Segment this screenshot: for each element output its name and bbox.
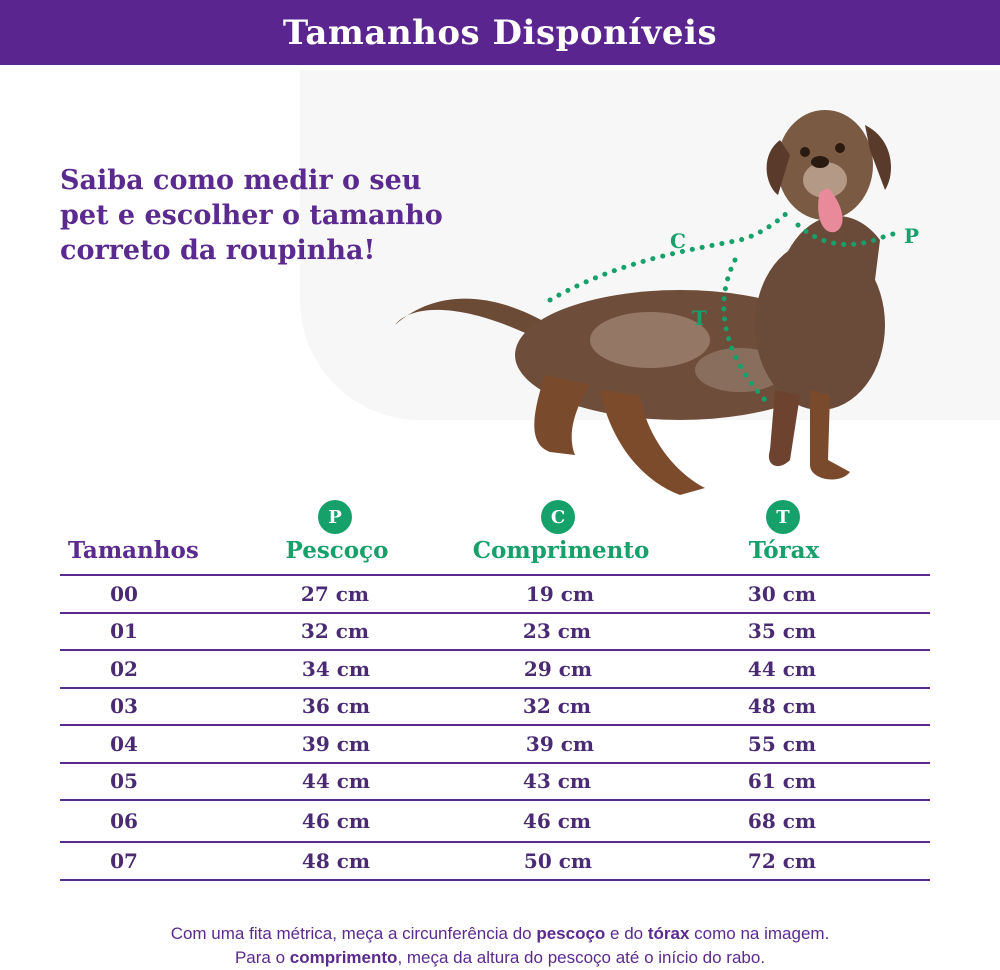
neck-cell: 34 cm [301, 656, 371, 681]
neck-cell: 36 cm [301, 694, 371, 719]
header-banner: Tamanhos Disponíveis [0, 0, 1000, 65]
table-row: 00 27 cm 19 cm 30 cm [60, 574, 930, 612]
chest-cell: 55 cm [747, 731, 817, 756]
length-badge: C [541, 500, 575, 534]
length-cell: 29 cm [523, 656, 593, 681]
instructions-bold-neck: pescoço [536, 924, 606, 943]
length-cell: 19 cm [525, 581, 595, 606]
dog-illustration: C P T [395, 110, 919, 495]
length-cell: 39 cm [525, 731, 595, 756]
length-label: C [670, 229, 686, 253]
chest-cell: 30 cm [747, 581, 817, 606]
size-cell: 02 [110, 656, 138, 681]
table-row: 06 46 cm 46 cm 68 cm [60, 799, 930, 841]
neck-cell: 46 cm [301, 809, 371, 833]
header-neck: Pescoço [285, 537, 389, 564]
length-cell: 46 cm [522, 809, 592, 833]
chest-measure-line [721, 257, 768, 403]
dog-back-leg [534, 375, 590, 455]
size-table: 00 27 cm 19 cm 30 cm 01 32 cm 23 cm 35 c… [60, 574, 930, 881]
neck-cell: 32 cm [300, 619, 370, 644]
dog-tail [395, 298, 550, 340]
dog-ear-left [766, 140, 790, 195]
neck-cell: 39 cm [301, 731, 371, 756]
instructions-bold-length: comprimento [289, 948, 398, 967]
header-length: Comprimento [472, 537, 650, 564]
instructions-line-2: Para o comprimento, meça da altura do pe… [0, 946, 1000, 970]
size-cell: 05 [110, 769, 138, 794]
table-row: 04 39 cm 39 cm 55 cm [60, 724, 930, 762]
size-cell: 03 [110, 694, 138, 719]
chest-cell: 68 cm [747, 809, 817, 833]
neck-cell: 44 cm [301, 769, 371, 794]
length-cell: 23 cm [522, 619, 592, 644]
table-row: 07 48 cm 50 cm 72 cm [60, 841, 930, 881]
dog-ear-right [865, 125, 891, 190]
instructions-text: e do [605, 924, 648, 943]
measurement-instructions: Com uma fita métrica, meça a circunferên… [0, 922, 1000, 970]
table-row: 01 32 cm 23 cm 35 cm [60, 611, 930, 650]
instructions-text: como na imagem. [689, 924, 830, 943]
header-sizes: Tamanhos [68, 537, 199, 564]
chest-cell: 72 cm [747, 849, 817, 873]
neck-badge: P [318, 500, 352, 534]
instructions-bold-chest: tórax [647, 924, 690, 943]
chest-cell: 61 cm [747, 769, 817, 794]
chest-label: T [692, 306, 707, 330]
length-cell: 43 cm [522, 769, 592, 794]
chest-cell: 35 cm [747, 619, 817, 644]
chest-cell: 44 cm [747, 656, 817, 681]
header-chest: Tórax [748, 537, 820, 564]
table-row: 05 44 cm 43 cm 61 cm [60, 761, 930, 800]
length-measure-line [547, 207, 793, 303]
neck-cell: 48 cm [301, 849, 371, 873]
instructions-text: Para o [234, 948, 290, 967]
dog-tongue [818, 188, 843, 233]
size-cell: 00 [110, 581, 138, 606]
dog-front-leg [768, 390, 800, 467]
instructions-text: Com uma fita métrica, meça a circunferên… [170, 924, 537, 943]
intro-text: Saiba como medir o seu pet e escolher o … [60, 165, 443, 266]
chest-cell: 48 cm [747, 694, 817, 719]
size-cell: 06 [110, 809, 138, 833]
size-cell: 07 [110, 849, 138, 873]
instructions-text: , meça da altura do pescoço até o início… [397, 948, 766, 967]
length-cell: 50 cm [523, 849, 593, 873]
chest-badge: T [766, 500, 800, 534]
page-title: Tamanhos Disponíveis [282, 12, 718, 53]
neck-cell: 27 cm [300, 581, 370, 606]
instructions-line-1: Com uma fita métrica, meça a circunferên… [0, 922, 1000, 946]
table-row: 02 34 cm 29 cm 44 cm [60, 649, 930, 687]
size-cell: 04 [110, 731, 138, 756]
neck-label: P [904, 224, 919, 248]
table-row: 03 36 cm 32 cm 48 cm [60, 686, 930, 725]
size-cell: 01 [110, 619, 138, 644]
neck-measure-line [795, 222, 903, 247]
length-cell: 32 cm [522, 694, 592, 719]
